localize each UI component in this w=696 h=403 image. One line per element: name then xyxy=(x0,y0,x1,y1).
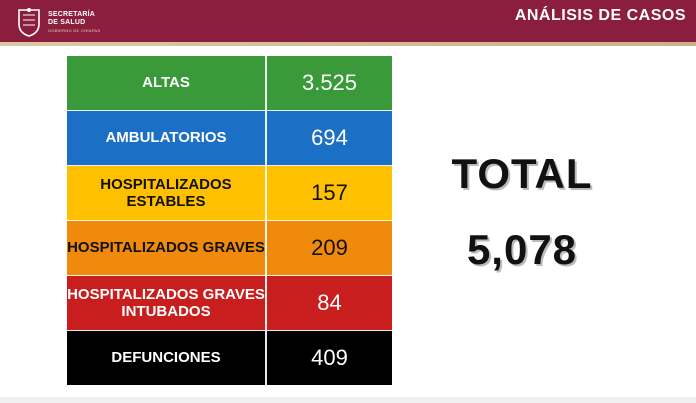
table-row-graves-intubados: HOSPITALIZADOS GRAVES INTUBADOS 84 xyxy=(67,276,392,331)
total-value: 5,078 xyxy=(466,226,578,273)
row-label: HOSPITALIZADOS GRAVES INTUBADOS xyxy=(67,276,267,330)
row-value: 3.525 xyxy=(301,70,358,95)
row-value: 409 xyxy=(311,345,348,370)
logo-text-line1: SECRETARÍA xyxy=(48,11,95,18)
table-row-altas: ALTAS 3.525 xyxy=(67,56,392,111)
logo-text-line2: DE SALUD xyxy=(48,19,86,26)
table-row-ambulatorios: AMBULATORIOS 694 xyxy=(67,111,392,166)
row-value: 157 xyxy=(311,180,348,205)
row-value: 209 xyxy=(311,235,348,260)
header-accent-strip xyxy=(0,42,696,46)
secretaria-de-salud-logo: SECRETARÍA DE SALUD GOBIERNO DE CHIAPAS xyxy=(16,5,136,39)
bottom-strip xyxy=(0,397,696,403)
row-label: DEFUNCIONES xyxy=(67,331,267,385)
row-label: ALTAS xyxy=(67,56,267,110)
table-row-hospitalizados-graves: HOSPITALIZADOS GRAVES 209 xyxy=(67,221,392,276)
table-row-hospitalizados-estables: HOSPITALIZADOS ESTABLES 157 xyxy=(67,166,392,221)
cases-table: ALTAS 3.525 AMBULATORIOS 694 HOSPITALIZA… xyxy=(67,56,392,385)
row-value: 694 xyxy=(311,125,348,150)
table-row-defunciones: DEFUNCIONES 409 xyxy=(67,331,392,385)
row-label: HOSPITALIZADOS ESTABLES xyxy=(67,166,267,220)
total-label: TOTAL xyxy=(451,150,593,197)
chiapas-seal-icon xyxy=(18,8,40,37)
page-title: ANÁLISIS DE CASOS xyxy=(514,7,686,24)
row-label: HOSPITALIZADOS GRAVES xyxy=(67,221,267,275)
header-bar: SECRETARÍA DE SALUD GOBIERNO DE CHIAPAS … xyxy=(0,0,696,42)
row-label: AMBULATORIOS xyxy=(67,111,267,165)
logo-text-line3: GOBIERNO DE CHIAPAS xyxy=(48,28,101,33)
row-value: 84 xyxy=(317,290,342,315)
